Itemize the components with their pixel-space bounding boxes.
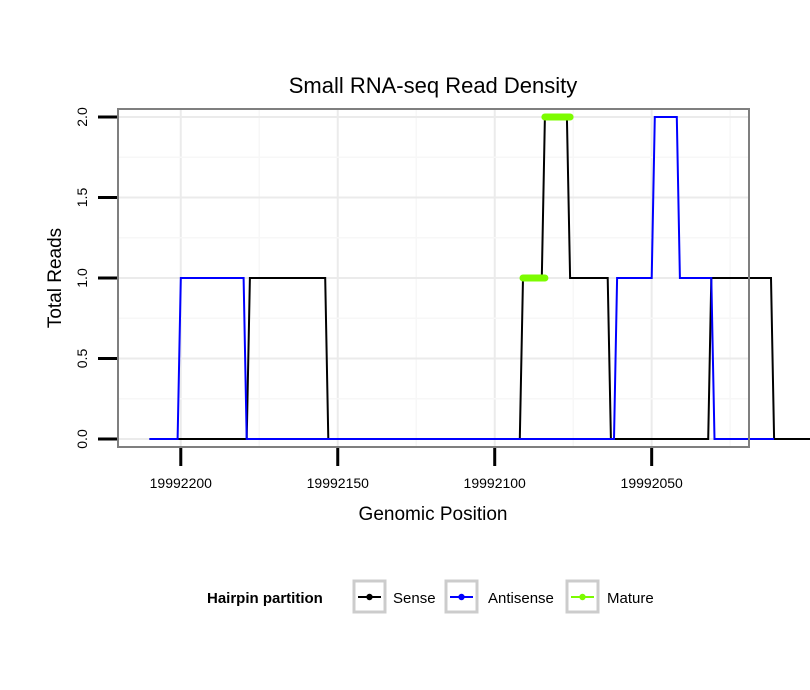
legend-title: Hairpin partition xyxy=(207,590,323,607)
axes: 0.0 0.5 1.0 1.5 2.0 19992200 19992150 19992100 1… xyxy=(74,107,683,491)
y-tick-label: 0.0 xyxy=(74,429,90,449)
x-axis-label: Genomic Position xyxy=(359,504,508,525)
legend-label-antisense: Antisense xyxy=(488,590,554,607)
legend: Hairpin partition Sense Antisense Mature xyxy=(207,579,654,614)
legend-dot-sense xyxy=(366,593,373,601)
y-tick-label: 2.0 xyxy=(74,107,90,127)
y-tick-label: 1.0 xyxy=(74,268,90,288)
x-tick-label: 19992200 xyxy=(150,475,213,491)
y-tick-label: 0.5 xyxy=(74,349,90,369)
series-line-antisense xyxy=(149,116,775,440)
series-lines xyxy=(149,113,810,440)
legend-dot-antisense xyxy=(458,593,465,601)
y-tick-label: 1.5 xyxy=(74,188,90,208)
x-tick-label: 19992150 xyxy=(307,475,370,491)
legend-label-sense: Sense xyxy=(393,590,436,607)
legend-label-mature: Mature xyxy=(607,590,654,607)
plot-border xyxy=(117,108,750,448)
legend-dot-mature xyxy=(579,593,586,601)
x-tick-label: 19992050 xyxy=(621,475,684,491)
x-tick-label: 19992100 xyxy=(464,475,527,491)
chart-title: Small RNA-seq Read Density xyxy=(289,73,578,98)
y-axis-label: Total Reads xyxy=(45,228,66,328)
